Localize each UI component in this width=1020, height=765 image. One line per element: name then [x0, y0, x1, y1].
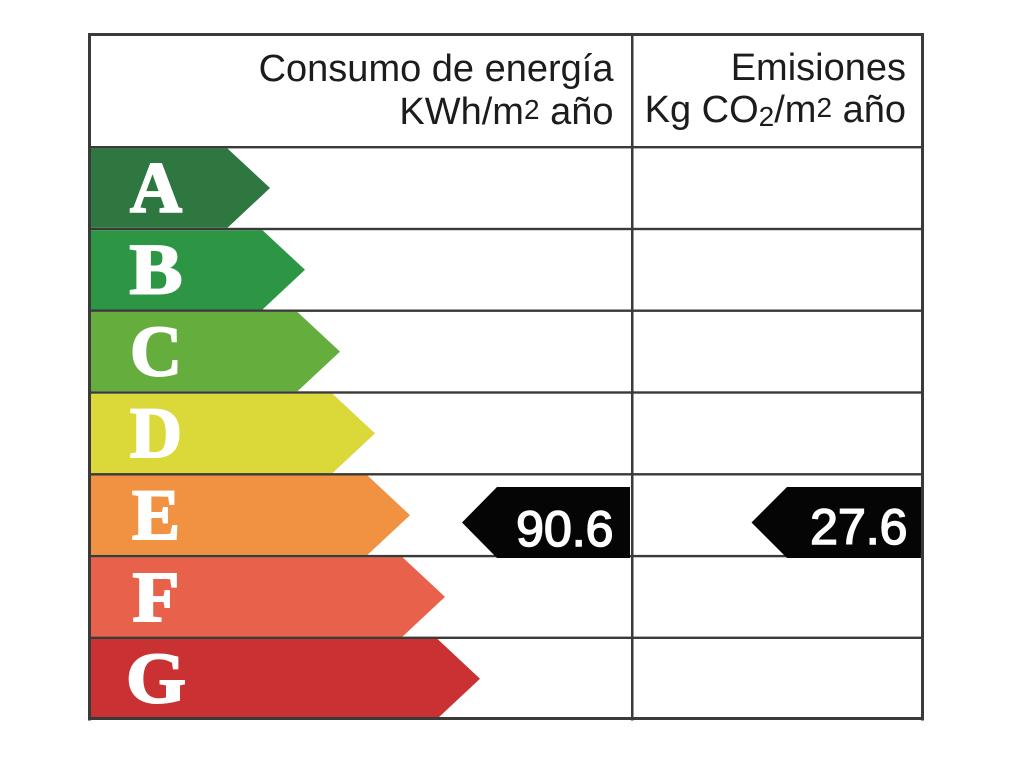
svg-text:Consumo de energía: Consumo de energía [259, 48, 615, 90]
svg-text:F: F [133, 557, 180, 637]
svg-text:27.6: 27.6 [810, 499, 907, 555]
svg-text:G: G [126, 639, 186, 719]
svg-text:E: E [132, 475, 180, 555]
svg-text:90.6: 90.6 [516, 501, 613, 557]
svg-text:Kg CO2/m2 año: Kg CO2/m2 año [645, 89, 906, 132]
svg-text:B: B [130, 230, 183, 310]
svg-text:A: A [130, 148, 182, 228]
svg-text:D: D [130, 393, 182, 473]
svg-text:C: C [130, 312, 182, 392]
svg-text:Emisiones: Emisiones [731, 47, 906, 89]
svg-text:KWh/m2 año: KWh/m2 año [399, 91, 613, 133]
